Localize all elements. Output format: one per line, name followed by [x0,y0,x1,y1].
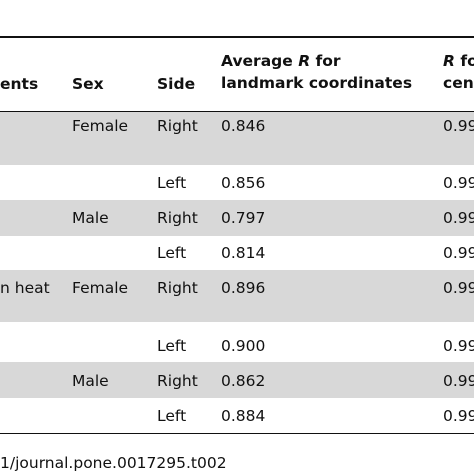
cell-side: Right [157,117,198,135]
cell-side: Right [157,372,198,390]
header-rule [0,111,474,112]
cell-cs: 0.99 [443,279,474,297]
cell-side: Left [157,407,187,425]
cell-sex: Female [72,117,129,135]
cell-avg: 0.896 [221,279,266,297]
cell-side: Right [157,209,198,227]
cell-avg: 0.846 [221,117,266,135]
cell-cs: 0.99 [443,337,474,355]
header-sex: Sex [72,75,104,93]
cell-cs: 0.99 [443,372,474,390]
header-average-line2: landmark coordinates [221,74,413,92]
header-cs: R fo [443,52,474,70]
cell-sex: Female [72,279,129,297]
header-treatment: ents [0,75,39,93]
bottom-rule [0,433,474,434]
cell-avg: 0.814 [221,244,266,262]
text: fo [460,52,474,70]
cell-side: Right [157,279,198,297]
cell-avg: 0.856 [221,174,266,192]
top-rule [0,36,474,38]
cell-cs: 0.99 [443,174,474,192]
row-shading [0,270,474,322]
header-average: Average R for [221,52,341,70]
text: for [315,52,341,70]
cell-sex: Male [72,209,109,227]
cell-cs: 0.99 [443,117,474,135]
cell-avg: 0.862 [221,372,266,390]
footer: 1/journal.pone.0017295.t002 [0,454,227,472]
cell-avg: 0.900 [221,337,266,355]
cell-side: Left [157,174,187,192]
cell-cs: 0.99 [443,209,474,227]
row-shading [0,200,474,236]
row-shading [0,112,474,165]
header-cs-line2: cen [443,74,474,92]
row-shading [0,362,474,398]
cell-treatment: n heat [0,279,50,297]
text: R [298,52,311,70]
cell-cs: 0.99 [443,407,474,425]
header-side: Side [157,75,196,93]
text: R [443,52,455,70]
cell-side: Left [157,244,187,262]
cell-cs: 0.99 [443,244,474,262]
cell-avg: 0.797 [221,209,266,227]
cell-avg: 0.884 [221,407,266,425]
cell-sex: Male [72,372,109,390]
text: Average [221,52,293,70]
cell-side: Left [157,337,187,355]
